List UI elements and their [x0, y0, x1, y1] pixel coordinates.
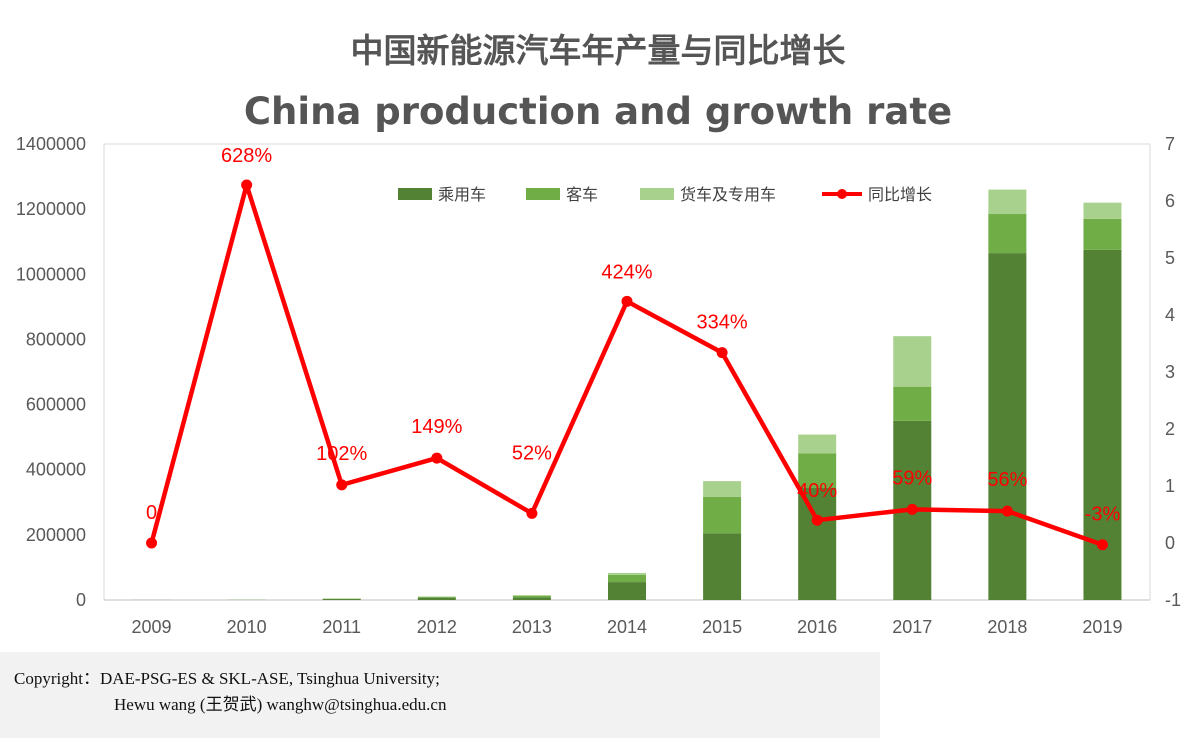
- legend-label-bus: 客车: [566, 185, 598, 204]
- legend-label-truck: 货车及专用车: [680, 185, 776, 204]
- copyright-line-2: Hewu wang (王贺武) wanghw@tsinghua.edu.cn: [114, 695, 447, 714]
- left-axis-tick-200000: 200000: [26, 525, 86, 545]
- bar-truck-2015: [703, 481, 742, 497]
- legend: 乘用车 客车 货车及专用车 同比增长: [398, 185, 932, 204]
- bar-bus-2013: [512, 595, 551, 598]
- x-axis-tick-2013: 2013: [512, 617, 552, 637]
- chart-subtitle: China production and growth rate: [244, 90, 952, 133]
- bar-bus-2014: [608, 574, 646, 583]
- bar-passenger-2013: [512, 597, 551, 600]
- left-axis-tick-0: 0: [76, 590, 86, 610]
- chart-title: 中国新能源汽车年产量与同比增长: [351, 31, 846, 70]
- left-axis-tick-1000000: 1000000: [16, 264, 86, 284]
- right-axis-tick--1: -1: [1165, 590, 1181, 610]
- legend-swatch-bus: [526, 188, 560, 200]
- legend-marker-growth: [837, 189, 847, 199]
- bar-bus-2019: [1083, 218, 1122, 250]
- x-axis-tick-2017: 2017: [892, 617, 932, 637]
- x-axis-tick-2014: 2014: [607, 617, 647, 637]
- legend-swatch-passenger: [398, 188, 432, 200]
- growth-point-2017: [906, 503, 918, 515]
- growth-label-2016: 40%: [797, 480, 837, 502]
- bar-bus-2012: [417, 596, 456, 598]
- bar-bus-2015: [703, 496, 742, 534]
- bar-passenger-2016: [798, 487, 837, 600]
- axes-layer: 0 200000 400000 600000 800000 1000000 1200000 1…: [16, 134, 1181, 637]
- x-axis-tick-2012: 2012: [417, 617, 457, 637]
- right-axis-tick-7: 7: [1165, 134, 1175, 154]
- bar-truck-2017: [893, 336, 932, 387]
- legend-swatch-truck: [640, 188, 674, 200]
- bar-passenger-2012: [417, 597, 456, 600]
- x-axis-tick-2011: 2011: [322, 617, 361, 637]
- bar-passenger-2018: [988, 253, 1027, 600]
- right-axis-tick-5: 5: [1165, 248, 1175, 268]
- growth-label-2011: 102%: [316, 443, 367, 465]
- legend-label-growth: 同比增长: [868, 185, 932, 204]
- x-axis-tick-2019: 2019: [1082, 617, 1122, 637]
- growth-point-2018: [1001, 505, 1013, 517]
- bar-passenger-2011: [322, 599, 361, 600]
- growth-point-2015: [716, 347, 728, 359]
- growth-label-2017: 59%: [892, 467, 932, 489]
- growth-point-2016: [811, 514, 823, 526]
- right-axis-tick-4: 4: [1165, 305, 1175, 325]
- growth-point-2010: [241, 179, 253, 191]
- bar-truck-2018: [988, 189, 1027, 215]
- growth-point-2011: [336, 479, 348, 491]
- copyright-box: Copyright：DAE-PSG-ES & SKL-ASE, Tsinghua…: [0, 652, 880, 738]
- bar-truck-2016: [798, 434, 837, 454]
- left-axis-tick-1400000: 1400000: [16, 134, 86, 154]
- growth-label-2018: 56%: [987, 469, 1027, 491]
- right-axis-tick-1: 1: [1165, 476, 1175, 496]
- copyright-line-1: Copyright：DAE-PSG-ES & SKL-ASE, Tsinghua…: [14, 669, 440, 688]
- growth-label-2013: 52%: [512, 442, 552, 464]
- bar-bus-2016: [798, 453, 837, 488]
- legend-label-passenger: 乘用车: [438, 185, 486, 204]
- growth-label-2015: 334%: [697, 312, 748, 334]
- growth-label-2014: 424%: [601, 261, 652, 283]
- x-axis-tick-2018: 2018: [987, 617, 1027, 637]
- x-axis-tick-2016: 2016: [797, 617, 837, 637]
- growth-point-2013: [526, 507, 538, 519]
- left-axis-tick-400000: 400000: [26, 460, 86, 480]
- bar-truck-2019: [1083, 202, 1122, 219]
- x-axis-tick-2009: 2009: [132, 617, 172, 637]
- right-axis-tick-0: 0: [1165, 533, 1175, 553]
- bar-passenger-2015: [703, 533, 742, 600]
- growth-label-2019: -3%: [1085, 504, 1121, 526]
- right-axis-tick-2: 2: [1165, 419, 1175, 439]
- growth-point-2019: [1096, 539, 1108, 551]
- growth-label-2012: 149%: [411, 416, 462, 438]
- growth-point-2014: [621, 295, 633, 307]
- left-axis-tick-600000: 600000: [26, 395, 86, 415]
- growth-point-2009: [146, 537, 158, 549]
- bar-passenger-2014: [608, 582, 646, 600]
- bar-bus-2017: [893, 386, 932, 421]
- growth-line: [149, 182, 1104, 547]
- chart-canvas: 中国新能源汽车年产量与同比增长 China production and gro…: [16, 31, 1181, 637]
- x-axis-tick-2010: 2010: [227, 617, 267, 637]
- growth-line-layer: 0 628% 102% 149% 52% 424% 334% 40% 59% 56% -3%: [146, 145, 1121, 551]
- bar-layer: [132, 189, 1122, 600]
- bar-truck-2013: [512, 595, 551, 596]
- x-axis-tick-2015: 2015: [702, 617, 742, 637]
- bar-bus-2018: [988, 214, 1027, 254]
- growth-label-2010: 628%: [221, 145, 272, 167]
- right-axis-tick-3: 3: [1165, 362, 1175, 382]
- bar-truck-2014: [608, 572, 646, 575]
- right-axis-tick-6: 6: [1165, 191, 1175, 211]
- left-axis-tick-1200000: 1200000: [16, 199, 86, 219]
- growth-label-2009: 0: [146, 502, 157, 524]
- growth-point-2012: [431, 452, 443, 464]
- left-axis-tick-800000: 800000: [26, 329, 86, 349]
